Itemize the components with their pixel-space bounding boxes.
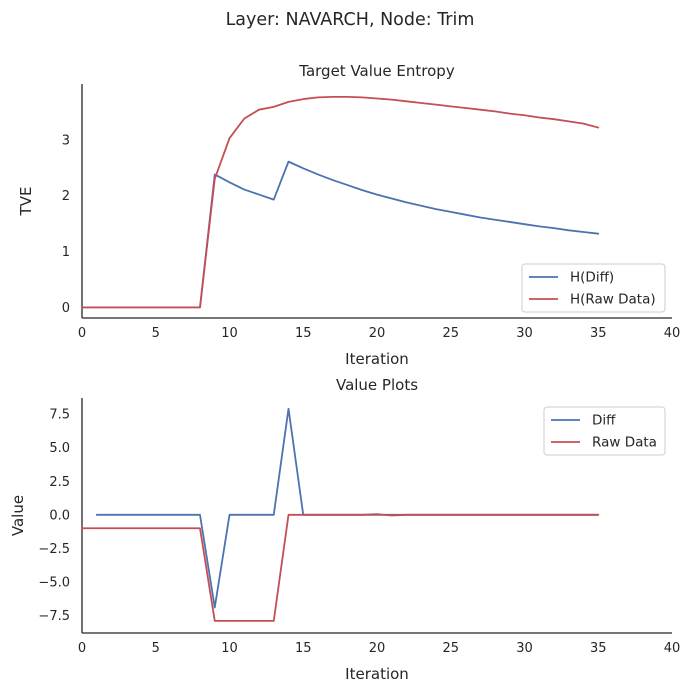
legend-label: Raw Data: [592, 435, 657, 451]
legend-box: [521, 263, 666, 313]
x-tick-label: 30: [516, 641, 533, 656]
y-tick-label: 3: [62, 133, 70, 148]
x-tick-label: 5: [152, 641, 160, 656]
legend-label: H(Diff): [570, 270, 614, 286]
x-tick-label: 25: [442, 641, 459, 656]
value-chart: Value Plots 0 5 10 15 20 25 30 35 40 −7.5 −5.0 −2.5 0…: [9, 376, 680, 683]
y-tick-label: 0: [62, 301, 70, 316]
y-tick-label: −5.0: [38, 575, 70, 590]
x-axis-label: Iteration: [345, 665, 409, 683]
y-tick-label: 7.5: [49, 408, 70, 423]
series-line-raw-data: [81, 513, 600, 622]
entropy-chart: Target Value Entropy 0 5 10 15 20 25 30 35 40 0 1 2 3…: [17, 62, 680, 368]
figure-title: Layer: NAVARCH, Node: Trim: [225, 10, 475, 30]
x-tick-label: 5: [152, 326, 160, 341]
x-tick-label: 10: [221, 641, 238, 656]
x-tick-label: 35: [590, 326, 607, 341]
x-tick-label: 10: [221, 326, 238, 341]
legend-box: [543, 406, 666, 456]
x-tick-label: 15: [295, 326, 312, 341]
y-tick-label: 2.5: [49, 475, 70, 490]
legend-label: H(Raw Data): [570, 292, 656, 308]
y-tick-label: 1: [62, 245, 70, 260]
y-axis-label: Value: [9, 495, 27, 536]
series-line-h-raw-data: [81, 95, 600, 309]
legend-label: Diff: [592, 413, 616, 429]
series-line-diff: [95, 407, 600, 609]
y-tick-label: 2: [62, 189, 70, 204]
x-tick-label: 20: [369, 326, 386, 341]
series-line-h-diff: [81, 160, 600, 309]
x-tick-label: 25: [442, 326, 459, 341]
x-tick-label: 40: [664, 641, 681, 656]
plot-title: Value Plots: [336, 376, 418, 394]
y-tick-label: −7.5: [38, 609, 70, 624]
x-tick-label: 30: [516, 326, 533, 341]
x-tick-label: 0: [78, 326, 86, 341]
x-tick-label: 0: [78, 641, 86, 656]
plot-title: Target Value Entropy: [298, 62, 455, 80]
y-tick-label: −2.5: [38, 542, 70, 557]
x-tick-label: 20: [369, 641, 386, 656]
x-tick-label: 35: [590, 641, 607, 656]
y-axis-label: TVE: [17, 187, 35, 217]
y-tick-label: 5.0: [49, 441, 70, 456]
x-axis-label: Iteration: [345, 350, 409, 368]
y-tick-label: 0.0: [49, 508, 70, 523]
x-tick-label: 40: [664, 326, 681, 341]
x-tick-label: 15: [295, 641, 312, 656]
